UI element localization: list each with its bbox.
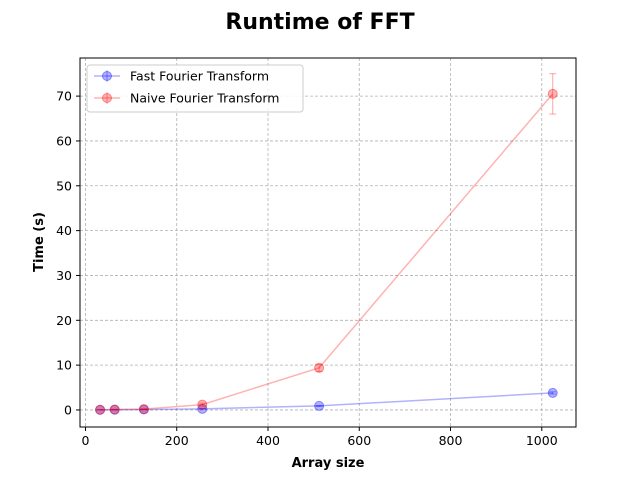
y-tick-label: 0 — [64, 402, 72, 417]
y-tick-label: 40 — [56, 223, 72, 238]
y-axis-label: Time (s) — [32, 212, 47, 272]
legend-marker — [102, 71, 112, 81]
legend-label: Naive Fourier Transform — [130, 91, 279, 106]
legend-box — [86, 64, 304, 113]
series-naive-fourier-transform — [95, 73, 558, 415]
y-tick-label: 50 — [56, 178, 72, 193]
y-tick-label: 60 — [56, 133, 72, 148]
legend-entry: Naive Fourier Transform — [94, 91, 279, 106]
data-point — [95, 404, 106, 415]
x-tick-label: 0 — [81, 433, 89, 448]
x-tick-label: 200 — [165, 433, 189, 448]
plot-frame — [79, 57, 577, 428]
data-point — [547, 88, 558, 99]
x-tick-label: 1000 — [526, 433, 558, 448]
y-axis-ticks: 0 10 20 30 40 50 60 70 — [56, 89, 80, 417]
series-fast-fourier-transform — [95, 387, 558, 415]
legend-entry: Fast Fourier Transform — [94, 69, 269, 84]
data-point — [547, 387, 558, 398]
data-point — [109, 404, 120, 415]
legend-label: Fast Fourier Transform — [130, 69, 269, 84]
data-point — [138, 404, 149, 415]
y-tick-label: 70 — [56, 89, 72, 104]
data-point — [197, 399, 208, 410]
series-line — [100, 392, 553, 411]
x-axis-ticks: 0 200 400 600 800 1000 — [81, 427, 558, 448]
y-tick-label: 30 — [56, 268, 72, 283]
grid — [80, 58, 576, 427]
data-point — [95, 404, 106, 415]
data-point — [197, 403, 208, 414]
x-tick-label: 400 — [256, 433, 280, 448]
y-tick-label: 10 — [56, 358, 72, 373]
series-line — [100, 93, 554, 411]
legend: Fast Fourier Transform Naive Fourier Tran… — [86, 64, 304, 113]
x-axis-label: Array size — [292, 456, 365, 471]
x-tick-label: 800 — [439, 433, 463, 448]
series-layer — [95, 73, 558, 415]
x-tick-label: 600 — [347, 433, 371, 448]
data-point — [138, 404, 149, 415]
data-point — [109, 404, 120, 415]
data-point — [314, 362, 325, 373]
data-point — [314, 400, 325, 411]
chart-title: Runtime of FFT — [225, 10, 414, 35]
legend-marker — [102, 93, 112, 103]
y-tick-label: 20 — [56, 313, 72, 328]
